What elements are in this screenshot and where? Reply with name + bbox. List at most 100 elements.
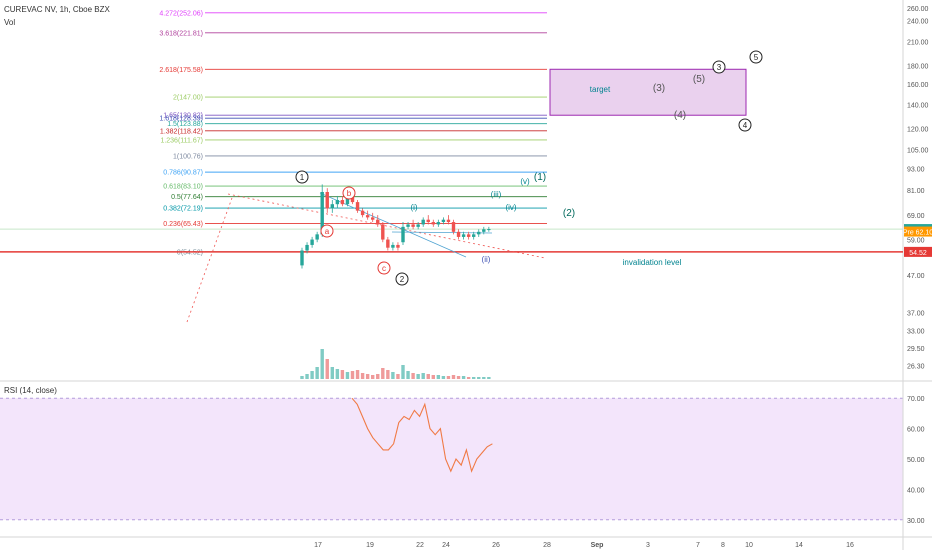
volume-bar: [315, 367, 319, 379]
time-tick-label: Sep: [591, 542, 604, 549]
wave-i-label: (i): [410, 203, 417, 212]
fib-level-label: 3.618(221.81): [159, 30, 203, 37]
volume-bar: [401, 365, 405, 379]
time-tick-label: 10: [745, 542, 753, 549]
time-tick-label: 28: [543, 542, 551, 549]
wave-a-label-circle: [320, 224, 334, 238]
time-tick-label: 24: [442, 542, 450, 549]
rsi-tick-label: 30.00: [907, 518, 925, 525]
wave-4-label-circle: [738, 118, 752, 132]
price-badge-label: 54.52: [909, 250, 927, 257]
candle-body: [441, 219, 446, 223]
candle-body: [330, 204, 334, 209]
candle-body: [421, 219, 425, 225]
volume-bar: [477, 377, 481, 379]
candle-body: [446, 219, 451, 223]
candle-body: [335, 200, 340, 205]
wave-2-label-circle: [395, 272, 409, 286]
wave-3-label-circle: [712, 60, 726, 74]
channel-line: [319, 192, 467, 258]
volume-bar: [350, 371, 355, 379]
time-tick-label: 14: [795, 542, 803, 549]
price-tick-label: 120.00: [907, 127, 929, 134]
volume-bar: [472, 377, 476, 379]
volume-bar: [355, 370, 360, 379]
candle-body: [401, 226, 405, 243]
time-tick-label: 22: [416, 542, 424, 549]
trend-line: [186, 197, 233, 323]
volume-bar: [300, 376, 304, 379]
candle-body: [436, 222, 441, 225]
fib-level-label: 2.618(175.58): [159, 67, 203, 74]
candle-body: [426, 219, 430, 223]
wave-iii-label: (iii): [491, 190, 502, 199]
time-tick-label: 16: [846, 542, 854, 549]
volume-bar: [421, 373, 425, 379]
fib-level-label: 1.618(128.39): [159, 116, 203, 123]
price-tick-label: 160.00: [907, 82, 929, 89]
candle-body: [451, 222, 456, 232]
volume-bar: [446, 376, 451, 379]
fib-level-label: 0.618(83.10): [163, 184, 203, 191]
time-tick-label: 17: [314, 542, 322, 549]
volume-bar: [340, 370, 345, 379]
wave-5-label: 5: [754, 53, 759, 62]
wave-(1)-label: (1): [534, 172, 546, 183]
candle-body: [376, 219, 380, 225]
candle-body: [315, 234, 319, 240]
time-tick-label: 19: [366, 542, 374, 549]
volume-bar: [320, 349, 324, 379]
time-tick-label: 7: [696, 542, 700, 549]
price-tick-label: 260.00: [907, 6, 929, 13]
price-tick-label: 81.00: [907, 188, 925, 195]
wave-(3)-label: (3): [653, 83, 665, 94]
candle-body: [360, 210, 365, 216]
fib-level-label: 0.5(77.64): [171, 194, 203, 201]
rsi-tick-label: 40.00: [907, 487, 925, 494]
time-tick-label: 3: [646, 542, 650, 549]
candle-body: [320, 192, 324, 235]
volume-bar: [456, 376, 461, 379]
price-tick-label: 59.00: [907, 238, 925, 245]
volume-bar: [406, 371, 410, 379]
candle-body: [386, 239, 390, 248]
price-tick-label: 180.00: [907, 63, 929, 70]
volume-bar: [431, 375, 435, 379]
price-tick-label: 240.00: [907, 18, 929, 25]
volume-bar: [487, 377, 491, 379]
candle-body: [406, 224, 410, 227]
candle-body: [396, 244, 400, 248]
candle-body: [416, 224, 420, 227]
price-badge: [904, 246, 932, 257]
wave-2-label: 2: [400, 275, 405, 284]
volume-bar: [381, 368, 385, 379]
fib-level-label: 0(54.52): [177, 249, 203, 256]
target-label: target: [590, 85, 611, 94]
volume-bar: [436, 375, 441, 379]
candle-body: [365, 215, 370, 218]
wave-(2)-label: (2): [563, 208, 575, 219]
fib-level-label: 4.272(252.06): [159, 10, 203, 17]
volume-bar: [360, 373, 365, 379]
fib-level-label: 2(147.00): [173, 95, 203, 102]
fib-level-label: 0.236(65.43): [163, 221, 203, 228]
candle-body: [472, 234, 476, 237]
candle-body: [482, 229, 486, 232]
volume-bar: [365, 374, 370, 379]
candle-body: [325, 192, 329, 209]
volume-bar: [330, 367, 334, 379]
candle-body: [477, 231, 481, 235]
wave-iv-label: (iv): [505, 203, 516, 212]
price-tick-label: 29.50: [907, 346, 925, 353]
rsi-tick-label: 60.00: [907, 427, 925, 434]
wave-v-label: (v): [520, 177, 530, 186]
wave-1-label: 1: [300, 173, 305, 182]
fib-level-label: 1.5(123.88): [167, 121, 203, 128]
wave-c-label-circle: [377, 261, 391, 275]
fib-level-label: 1(100.76): [173, 153, 203, 160]
volume-bar: [335, 369, 340, 379]
trend-line: [227, 193, 546, 259]
volume-bar: [396, 374, 400, 379]
wave-5-label-circle: [749, 50, 763, 64]
wave-(4)-label: (4): [674, 110, 686, 121]
